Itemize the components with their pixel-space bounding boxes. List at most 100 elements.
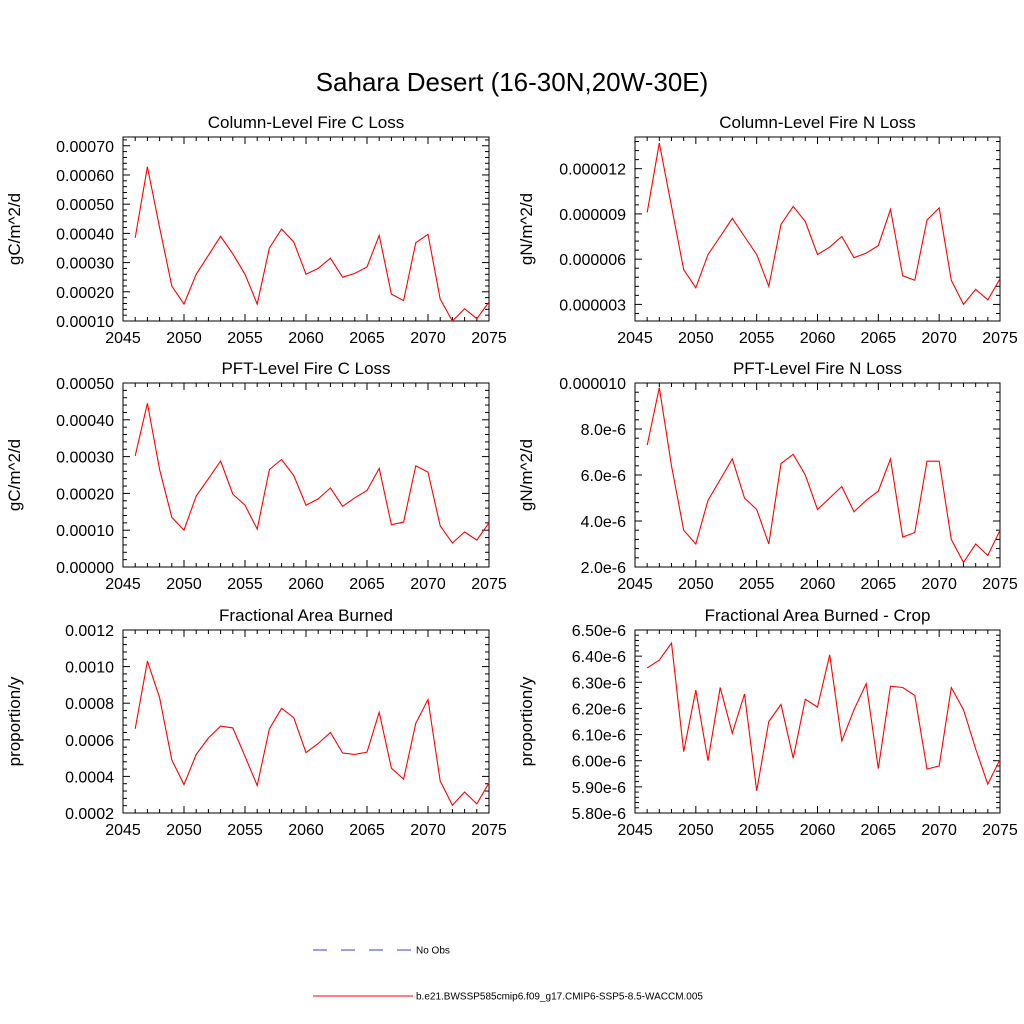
x-tick-label: 2065 xyxy=(349,822,385,839)
y-tick-label: 0.00020 xyxy=(56,486,114,503)
y-axis-label: gN/m^2/d xyxy=(517,439,536,511)
x-tick-label: 2060 xyxy=(288,330,324,347)
x-tick-label: 2060 xyxy=(288,576,324,593)
chart-panel-2: 2045 2050 2055 2060 2065 2070 2075 0.000003 0.00… xyxy=(517,113,1018,347)
subplot-title: Column-Level Fire N Loss xyxy=(719,113,916,132)
plot-frame xyxy=(122,136,490,322)
x-tick-label: 2065 xyxy=(349,576,385,593)
plot-frame xyxy=(634,382,1001,568)
series-line xyxy=(134,660,490,807)
subplot-title: PFT-Level Fire C Loss xyxy=(221,359,390,378)
x-tick-label: 2055 xyxy=(739,576,775,593)
x-tick-label: 2045 xyxy=(105,822,141,839)
y-tick-label: 0.000003 xyxy=(559,297,626,314)
x-tick-label: 2065 xyxy=(349,330,385,347)
y-axis-label: proportion/y xyxy=(5,676,24,766)
subplot-title: Fractional Area Burned - Crop xyxy=(705,606,931,625)
y-tick-label: 6.10e-6 xyxy=(572,728,626,745)
plot-frame xyxy=(122,382,490,568)
chart-panel-5: 2045 2050 2055 2060 2065 2070 2075 0.0002 0.0004… xyxy=(5,606,507,839)
x-tick-label: 2070 xyxy=(410,822,446,839)
legend-label-no-obs: No Obs xyxy=(416,946,450,957)
y-tick-label: 0.0012 xyxy=(65,623,114,640)
chart-panel-4: 2045 2050 2055 2060 2065 2070 2075 2.0e-6 4.0e-6… xyxy=(517,359,1018,593)
x-tick-label: 2055 xyxy=(739,330,775,347)
y-tick-label: 6.40e-6 xyxy=(572,649,626,666)
legend-label-model: b.e21.BWSSP585cmip6.f09_g17.CMIP6-SSP5-8… xyxy=(416,992,703,1003)
x-tick-label: 2075 xyxy=(982,330,1018,347)
series-line xyxy=(646,142,1001,306)
y-axis-label: proportion/y xyxy=(517,676,536,766)
y-tick-label: 6.50e-6 xyxy=(572,623,626,640)
x-tick-label: 2070 xyxy=(921,576,957,593)
y-tick-label: 0.000009 xyxy=(559,207,626,224)
y-tick-label: 0.00010 xyxy=(56,523,114,540)
y-tick-label: 0.0006 xyxy=(65,733,114,750)
y-tick-label: 6.20e-6 xyxy=(572,701,626,718)
x-tick-label: 2070 xyxy=(410,576,446,593)
x-tick-label: 2050 xyxy=(678,822,714,839)
x-tick-label: 2075 xyxy=(982,576,1018,593)
y-tick-label: 0.00050 xyxy=(56,197,114,214)
x-tick-label: 2045 xyxy=(617,330,653,347)
y-tick-label: 6.30e-6 xyxy=(572,675,626,692)
chart-panel-6: 2045 2050 2055 2060 2065 2070 2075 5.80e-6 5.90e… xyxy=(517,606,1018,839)
x-tick-label: 2045 xyxy=(617,822,653,839)
subplot-title: PFT-Level Fire N Loss xyxy=(733,359,902,378)
chart-panels: 2045 2050 2055 2060 2065 2070 2075 0.00010 0.000… xyxy=(5,113,1018,839)
x-tick-label: 2060 xyxy=(800,330,836,347)
y-tick-label: 5.80e-6 xyxy=(572,806,626,823)
x-tick-label: 2065 xyxy=(861,330,897,347)
x-tick-label: 2055 xyxy=(227,822,263,839)
y-tick-label: 4.0e-6 xyxy=(581,514,626,531)
x-tick-label: 2065 xyxy=(861,576,897,593)
x-tick-label: 2045 xyxy=(617,576,653,593)
y-tick-label: 0.00070 xyxy=(56,139,114,156)
figure-title: Sahara Desert (16-30N,20W-30E) xyxy=(316,67,709,97)
y-tick-label: 0.00040 xyxy=(56,413,114,430)
x-tick-label: 2075 xyxy=(471,576,507,593)
x-tick-label: 2075 xyxy=(471,330,507,347)
x-tick-label: 2045 xyxy=(105,576,141,593)
x-tick-label: 2050 xyxy=(678,576,714,593)
x-tick-label: 2075 xyxy=(982,822,1018,839)
x-tick-label: 2055 xyxy=(227,576,263,593)
subplot-title: Column-Level Fire C Loss xyxy=(208,113,405,132)
x-tick-label: 2065 xyxy=(861,822,897,839)
x-tick-label: 2070 xyxy=(921,330,957,347)
y-tick-label: 0.00010 xyxy=(56,314,114,331)
series-line xyxy=(646,387,1001,564)
y-tick-label: 0.0010 xyxy=(65,660,114,677)
y-tick-label: 0.0008 xyxy=(65,696,114,713)
x-tick-label: 2050 xyxy=(166,330,202,347)
series-line xyxy=(134,166,490,322)
x-tick-label: 2050 xyxy=(166,576,202,593)
legend: No Obs b.e21.BWSSP585cmip6.f09_g17.CMIP6… xyxy=(313,946,703,1003)
plot-frame xyxy=(634,136,1001,322)
y-tick-label: 6.00e-6 xyxy=(572,754,626,771)
y-tick-label: 2.0e-6 xyxy=(581,560,626,577)
series-line xyxy=(646,641,1001,791)
y-tick-label: 0.00000 xyxy=(56,560,114,577)
x-tick-label: 2050 xyxy=(166,822,202,839)
y-axis-label: gN/m^2/d xyxy=(517,193,536,265)
y-tick-label: 6.0e-6 xyxy=(581,468,626,485)
subplot-title: Fractional Area Burned xyxy=(219,606,393,625)
y-axis-label: gC/m^2/d xyxy=(5,193,24,265)
y-tick-label: 0.000006 xyxy=(559,252,626,269)
y-tick-label: 5.90e-6 xyxy=(572,780,626,797)
y-tick-label: 0.00040 xyxy=(56,226,114,243)
y-tick-label: 0.00030 xyxy=(56,256,114,273)
y-tick-label: 0.0002 xyxy=(65,806,114,823)
x-tick-label: 2070 xyxy=(921,822,957,839)
x-tick-label: 2060 xyxy=(800,822,836,839)
chart-panel-1: 2045 2050 2055 2060 2065 2070 2075 0.00010 0.000… xyxy=(5,113,507,347)
x-tick-label: 2045 xyxy=(105,330,141,347)
y-tick-label: 0.00050 xyxy=(56,376,114,393)
y-tick-label: 0.000012 xyxy=(559,162,626,179)
x-tick-label: 2075 xyxy=(471,822,507,839)
y-tick-label: 8.0e-6 xyxy=(581,422,626,439)
series-line xyxy=(134,403,490,544)
y-axis-label: gC/m^2/d xyxy=(5,439,24,511)
